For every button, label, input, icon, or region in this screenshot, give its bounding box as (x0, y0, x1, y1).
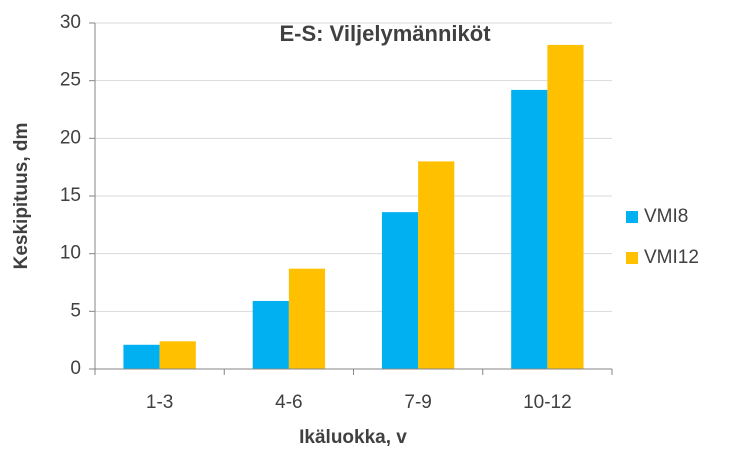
bar (511, 89, 548, 369)
bar (547, 44, 584, 370)
legend-swatch (626, 211, 638, 223)
x-tick-label: 7-9 (404, 392, 431, 413)
y-tick-label: 20 (60, 127, 81, 148)
x-tick-label: 10-12 (523, 392, 572, 413)
bar (418, 161, 455, 369)
y-axis-label: Keskipituus, dm (11, 123, 32, 270)
bar (159, 341, 196, 369)
legend-label: VMI8 (644, 206, 688, 227)
x-axis-label: Ikäluokka, v (299, 427, 407, 448)
y-tick-label: 10 (60, 243, 81, 264)
legend-swatch (626, 252, 638, 264)
x-tick-label: 1-3 (146, 392, 173, 413)
chart-title: E-S: Viljelymänniköt (279, 21, 491, 46)
y-tick-label: 15 (60, 185, 81, 206)
bar (123, 344, 160, 369)
y-tick-label: 25 (60, 70, 81, 91)
y-tick-label: 0 (70, 358, 81, 379)
bar (252, 300, 289, 369)
legend-label: VMI12 (644, 247, 699, 268)
y-tick-label: 5 (70, 300, 81, 321)
bar (381, 212, 419, 369)
bar (288, 268, 326, 369)
y-tick-label: 30 (60, 12, 81, 33)
x-tick-label: 4-6 (275, 392, 302, 413)
